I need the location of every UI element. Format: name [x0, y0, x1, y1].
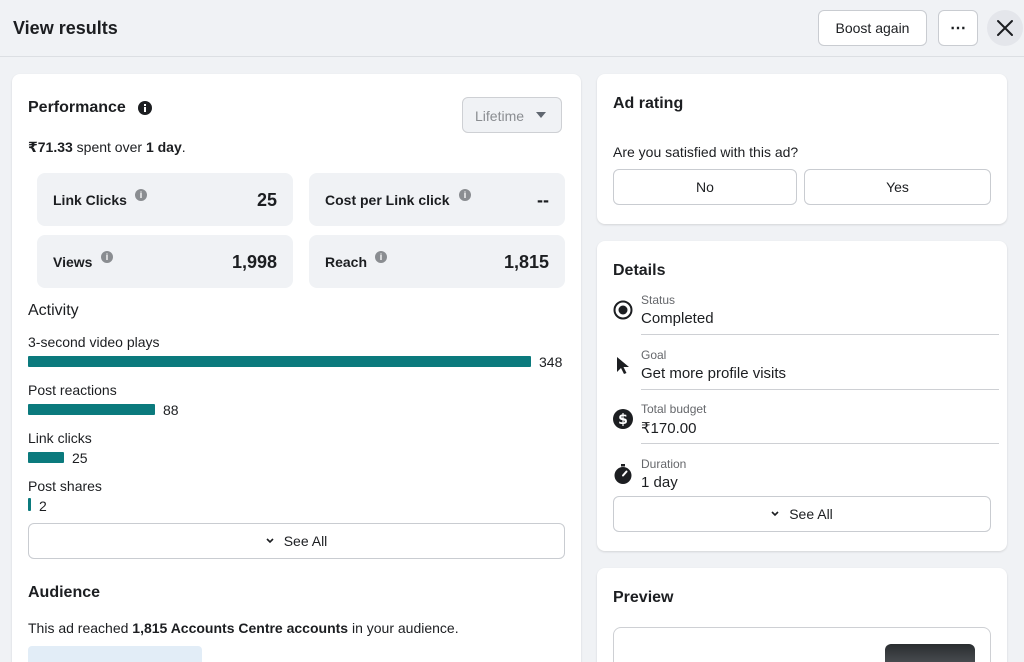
dollar-icon: $: [613, 409, 633, 429]
rating-no-label: No: [696, 179, 714, 195]
preview-title: Preview: [613, 589, 674, 606]
stat-cost-per-link-click: Cost per Link click i --: [309, 173, 565, 226]
stopwatch-icon: [614, 464, 632, 484]
stat-label: Views: [53, 254, 93, 270]
spent-end-text: .: [181, 139, 186, 155]
audience-count: 1,815 Accounts Centre accounts: [132, 620, 349, 636]
stat-value: 25: [256, 190, 277, 210]
info-icon[interactable]: [138, 101, 152, 115]
date-range-value: Lifetime: [475, 108, 525, 124]
detail-value: 1 day: [641, 474, 678, 491]
spend-summary: ₹71.33 spent over 1 day.: [28, 139, 186, 156]
rating-no-button[interactable]: No: [613, 169, 797, 205]
stat-views: Views i 1,998: [37, 235, 293, 288]
ad-rating-title: Ad rating: [613, 95, 684, 112]
detail-value: Get more profile visits: [641, 365, 787, 382]
info-icon[interactable]: i: [375, 251, 387, 263]
preview-thumbnail[interactable]: [885, 644, 975, 662]
activity-label: Link clicks: [28, 430, 92, 446]
activity-label: Post shares: [28, 478, 102, 494]
boost-again-button[interactable]: Boost again: [818, 10, 927, 46]
stat-value: --: [537, 190, 549, 210]
stat-value: 1,998: [231, 252, 277, 272]
divider: [641, 334, 999, 335]
detail-value: Completed: [641, 310, 714, 327]
more-options-button[interactable]: ⋯: [938, 10, 978, 46]
see-all-label: See All: [789, 506, 833, 522]
audience-text-end: in your audience.: [348, 620, 459, 636]
stat-reach: Reach i 1,815: [309, 235, 565, 288]
activity-bar: [28, 404, 155, 415]
activity-bar: [28, 452, 64, 463]
audience-map-tile: [28, 646, 202, 662]
cursor-icon: [617, 357, 629, 374]
detail-label: Status: [641, 293, 676, 307]
audience-summary: This ad reached 1,815 Accounts Centre ac…: [28, 620, 459, 636]
rating-yes-label: Yes: [886, 179, 909, 195]
activity-label: Post reactions: [28, 382, 117, 398]
stat-label: Link Clicks: [53, 192, 127, 208]
close-button[interactable]: [987, 10, 1023, 46]
spent-duration: 1 day: [145, 139, 182, 155]
activity-see-all-button[interactable]: See All: [28, 523, 565, 559]
activity-value: 88: [163, 402, 179, 418]
page-title: View results: [13, 18, 118, 38]
activity-value: 25: [72, 450, 88, 466]
detail-value: ₹170.00: [641, 420, 697, 437]
spent-mid-text: spent over: [72, 139, 146, 155]
audience-title: Audience: [28, 584, 101, 601]
rating-yes-button[interactable]: Yes: [804, 169, 991, 205]
audience-text-start: This ad reached: [28, 620, 133, 636]
performance-title: Performance: [28, 99, 126, 116]
activity-title: Activity: [28, 302, 79, 319]
detail-label: Goal: [641, 348, 667, 362]
divider: [641, 443, 999, 444]
ad-rating-question: Are you satisfied with this ad?: [613, 144, 799, 160]
performance-card: [12, 74, 581, 662]
stat-label: Cost per Link click: [325, 192, 450, 208]
date-range-dropdown[interactable]: Lifetime: [462, 97, 562, 133]
detail-label: Duration: [641, 457, 687, 471]
activity-bar: [28, 498, 31, 511]
boost-again-label: Boost again: [835, 20, 910, 36]
details-title: Details: [613, 262, 666, 279]
details-see-all-button[interactable]: See All: [613, 496, 991, 532]
close-icon: [997, 20, 1013, 36]
activity-value: 2: [39, 498, 47, 514]
chevron-down-icon: [266, 538, 274, 544]
detail-label: Total budget: [641, 402, 707, 416]
top-bar: View results Boost again ⋯: [0, 0, 1024, 57]
stat-link-clicks: Link Clicks i 25: [37, 173, 293, 226]
svg-text:$: $: [618, 412, 628, 428]
stat-value: 1,815: [503, 252, 549, 272]
activity-label: 3-second video plays: [28, 334, 160, 350]
chevron-down-icon: [771, 511, 779, 517]
see-all-label: See All: [283, 533, 328, 549]
activity-value: 348: [539, 354, 563, 370]
more-icon: ⋯: [950, 20, 966, 37]
divider: [641, 389, 999, 390]
caret-down-icon: [536, 112, 546, 118]
info-icon[interactable]: i: [459, 189, 471, 201]
status-radio-icon: [613, 300, 633, 320]
info-icon[interactable]: i: [135, 189, 147, 201]
stat-label: Reach: [325, 254, 368, 270]
activity-bar: [28, 356, 531, 367]
spent-amount: ₹71.33: [28, 139, 73, 155]
info-icon[interactable]: i: [101, 251, 113, 263]
